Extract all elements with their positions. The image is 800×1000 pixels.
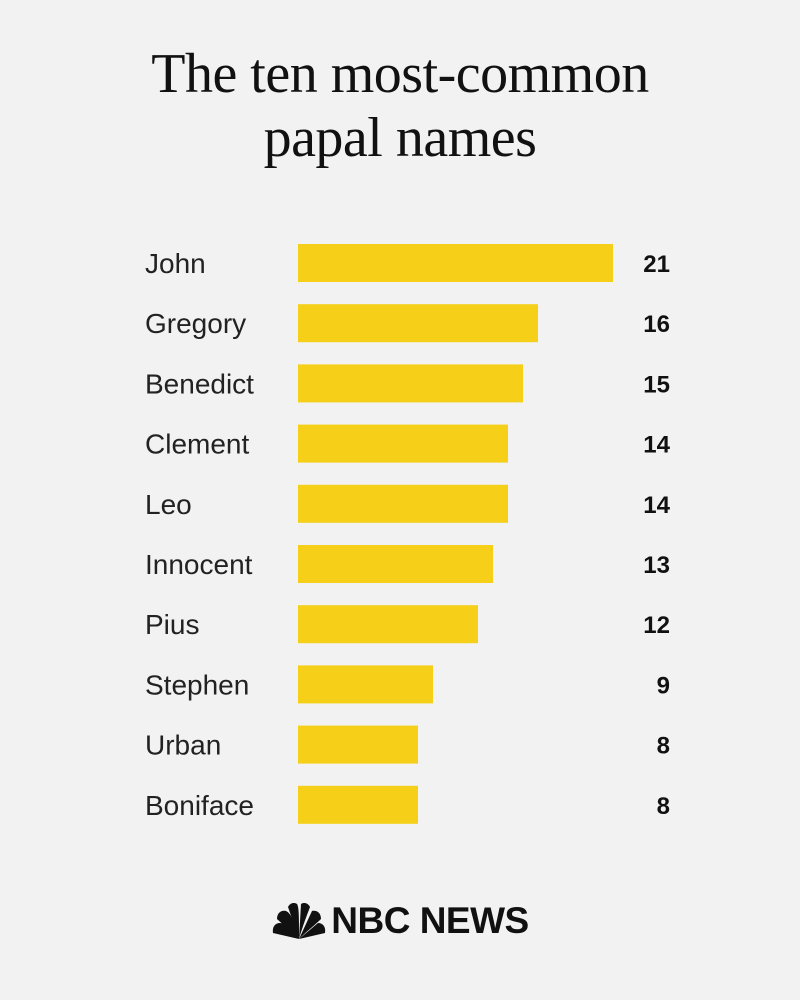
bar: [298, 244, 613, 282]
value-label: 8: [657, 733, 670, 760]
chart-title-line-2: papal names: [263, 107, 537, 169]
category-label: Benedict: [145, 368, 254, 399]
value-label: 8: [657, 793, 670, 820]
bar: [298, 484, 508, 523]
chart-title: The ten most-common papal names: [0, 42, 800, 170]
bar: [298, 304, 538, 343]
category-label: Leo: [145, 489, 192, 520]
chart-title-line-1: The ten most-common: [151, 43, 649, 105]
category-label: Urban: [145, 730, 221, 761]
bar-chart: John 21 Gregory 16 Benedict 15 Clement 14 Leo 14 I…: [145, 244, 671, 824]
value-label: 12: [643, 612, 670, 639]
bar: [298, 424, 508, 463]
category-label: Stephen: [145, 669, 249, 700]
value-label: 21: [643, 251, 670, 278]
bar: [298, 665, 433, 704]
value-label: 9: [657, 672, 670, 699]
bar: [298, 725, 418, 764]
category-label: Boniface: [145, 790, 254, 821]
bar: [298, 605, 478, 644]
category-label: Gregory: [145, 308, 246, 339]
value-label: 14: [643, 492, 670, 519]
peacock-icon: [273, 903, 326, 939]
bar: [298, 364, 523, 403]
value-label: 15: [643, 371, 670, 398]
value-label: 13: [643, 552, 670, 579]
value-label: 14: [643, 432, 670, 459]
value-label: 16: [643, 311, 670, 338]
nbc-news-logo: NBC NEWS: [0, 896, 800, 946]
brand-name: NBC NEWS: [331, 900, 529, 941]
bar: [298, 545, 493, 583]
bar: [298, 785, 418, 824]
category-label: Innocent: [145, 549, 253, 580]
category-label: John: [145, 248, 206, 279]
category-label: Clement: [145, 429, 249, 460]
category-label: Pius: [145, 609, 199, 640]
